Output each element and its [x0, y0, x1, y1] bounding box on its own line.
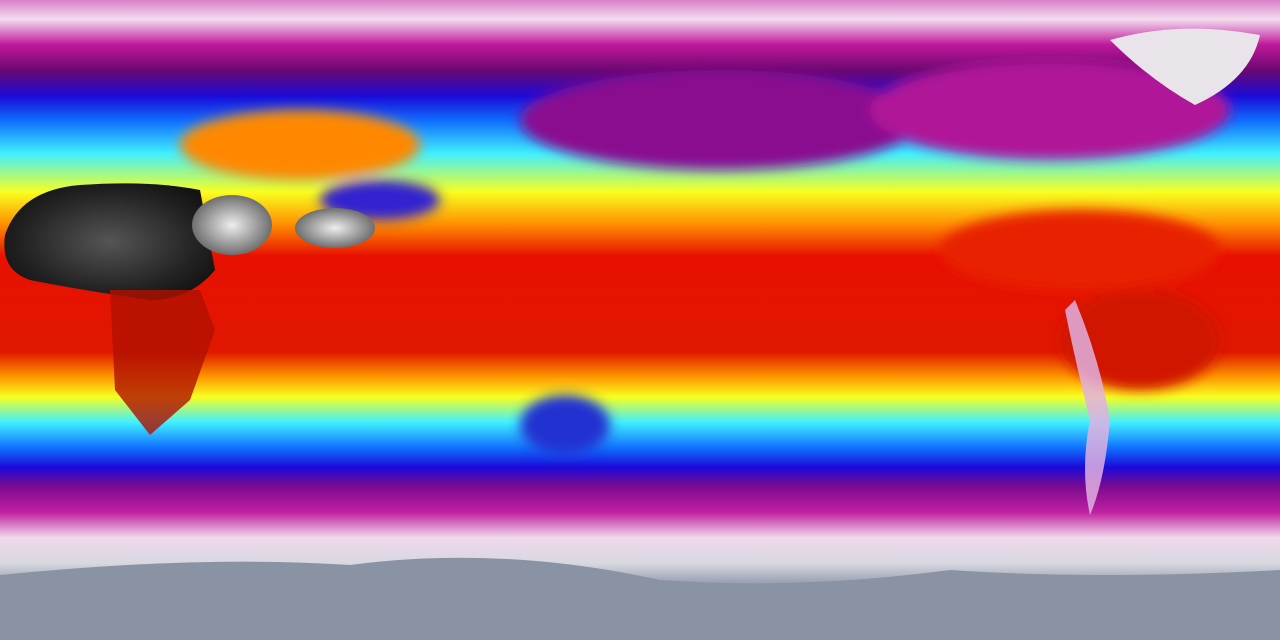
south-america-warm-region: [1060, 290, 1220, 390]
australia-cold-region: [520, 395, 610, 455]
iran-desert: [295, 208, 375, 248]
greenland: [1110, 28, 1260, 106]
antarctica: [0, 557, 1280, 640]
north-pacific-cold-region: [520, 70, 920, 170]
arabian-peninsula: [192, 195, 272, 255]
sahara-desert: [4, 183, 216, 300]
east-pacific-warm-region: [940, 210, 1220, 290]
north-america-cold-region: [870, 60, 1230, 160]
siberia-warm-region: [180, 110, 420, 180]
andes: [1065, 300, 1110, 515]
central-africa: [110, 290, 215, 435]
